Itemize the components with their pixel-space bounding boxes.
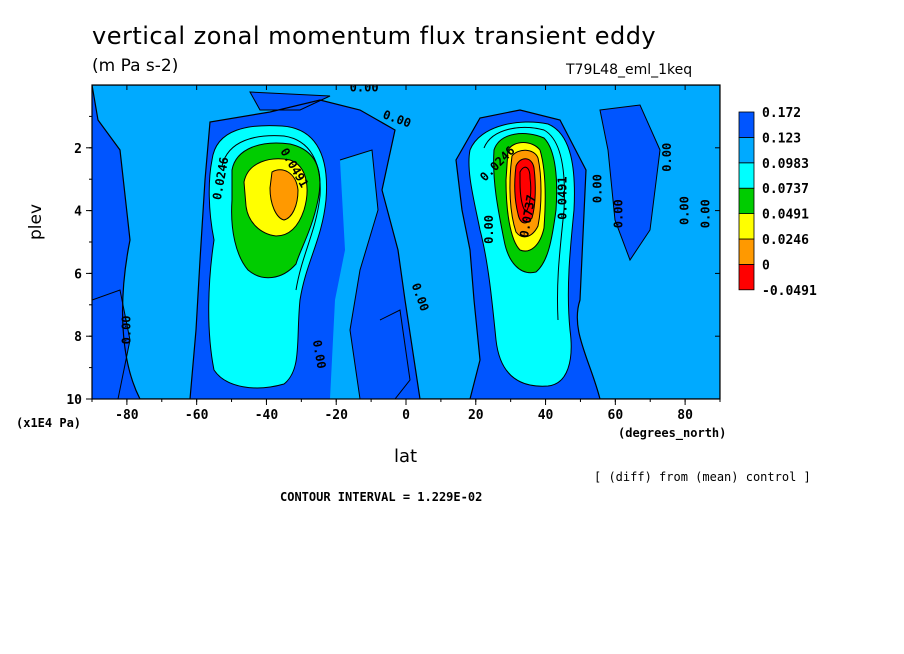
colorbar-swatch (738, 187, 755, 214)
fill-negative-c (92, 290, 130, 399)
contour-label: 0.0491 (555, 176, 569, 219)
contour-label: 0.00 (611, 199, 625, 228)
y-tick-label: 8 (74, 330, 82, 345)
x-tick-label: 60 (608, 408, 624, 423)
colorbar-label: 0.0246 (762, 233, 809, 248)
y-tick-label: 6 (74, 267, 82, 282)
fill-negative-d (380, 310, 410, 399)
contour-label: 0.00 (482, 215, 496, 244)
x-tick-label: -40 (255, 408, 279, 423)
y-tick-label: 10 (66, 393, 82, 408)
x-tick-label: -80 (115, 408, 139, 423)
fill-level-4 (270, 169, 298, 220)
diff-note: [ (diff) from (mean) control ] (594, 470, 811, 484)
colorbar-label: 0.0491 (762, 208, 809, 223)
contour-lines (92, 85, 720, 399)
x-tick-label: 0 (402, 408, 410, 423)
y-axis-units: (x1E4 Pa) (16, 416, 82, 430)
colorbar-label: -0.0491 (762, 284, 817, 299)
colorbar-swatch (738, 238, 755, 265)
x-tick-label: -60 (185, 408, 209, 423)
contour-interval: CONTOUR INTERVAL = 1.229E-02 (280, 490, 483, 504)
chart-units: (m Pa s-2) (92, 56, 179, 76)
colorbar-swatch (738, 213, 755, 240)
contour-label: 0.00 (590, 174, 604, 203)
contour-label: 0.00 (660, 143, 674, 172)
x-axis-label: lat (394, 446, 418, 467)
fill-level-0 (92, 85, 720, 399)
x-tick-label: 20 (468, 408, 484, 423)
x-tick-label: 40 (538, 408, 554, 423)
x-axis-units: (degrees_north) (618, 426, 727, 440)
x-tick-label: 80 (677, 408, 693, 423)
contour-label: 0.00 (350, 80, 379, 94)
colorbar-swatch (738, 136, 755, 164)
colorbar-label: 0.0737 (762, 182, 809, 197)
colorbar-label: 0 (762, 258, 770, 273)
y-axis-label: plev (26, 203, 46, 240)
run-label: T79L48_eml_1keq (566, 62, 693, 78)
contour-label: 0.00 (119, 315, 133, 344)
y-tick-label: 4 (74, 205, 82, 220)
colorbar: 0.172 0.123 0.0983 0.0737 0.0491 0.0246 0 -0.04… (738, 106, 817, 299)
colorbar-label: 0.123 (762, 131, 801, 146)
colorbar-swatch (738, 111, 755, 138)
fill-negative-a (250, 92, 330, 110)
y-axis: 2 4 6 8 10 (66, 115, 720, 408)
contour-label: 0.00 (310, 339, 329, 370)
colorbar-swatch (738, 263, 755, 291)
contour-label: 0.00 (678, 196, 692, 225)
x-axis: -80 -60 -40 -20 0 20 40 60 80 (91, 85, 721, 423)
chart-title: vertical zonal momentum flux transient e… (92, 22, 657, 50)
colorbar-swatch (738, 162, 755, 189)
contour-label: 0.00 (699, 199, 713, 228)
colorbar-label: 0.172 (762, 106, 801, 121)
x-tick-label: -20 (324, 408, 348, 423)
fill-level-0-b (330, 150, 378, 399)
colorbar-label: 0.0983 (762, 157, 809, 172)
y-tick-label: 2 (74, 142, 82, 157)
fill-negative-b (600, 105, 660, 260)
